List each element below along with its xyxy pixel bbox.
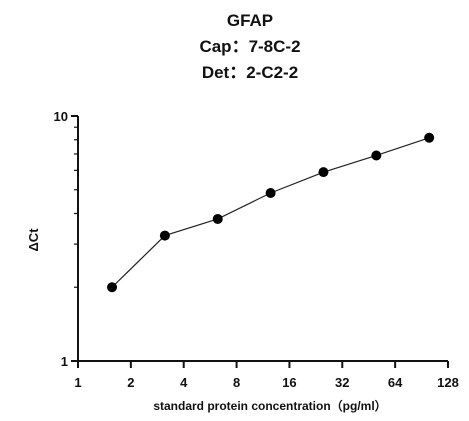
x-tick-label: 32	[335, 375, 349, 390]
chart-title-line-3: Det：2-C2-2	[202, 63, 298, 82]
data-point	[318, 167, 329, 178]
x-tick-label: 16	[282, 375, 296, 390]
chart-title-line-1: GFAP	[227, 11, 273, 30]
x-tick-label: 2	[127, 375, 134, 390]
data-point	[424, 132, 435, 143]
x-tick-label: 64	[388, 375, 403, 390]
series-line	[111, 137, 430, 288]
x-tick-label: 1	[74, 375, 81, 390]
y-tick-label: 1	[61, 354, 68, 369]
data-point	[107, 282, 118, 293]
chart-title-line-2: Cap：7-8C-2	[199, 37, 300, 56]
x-tick-label: 4	[180, 375, 188, 390]
x-axis-ticks: 1 2 4 8 16 32 64 128	[74, 361, 459, 390]
x-axis-label: standard protein concentration（pg/ml）	[153, 398, 386, 413]
chart-title: GFAP Cap：7-8C-2 Det：2-C2-2	[199, 11, 300, 82]
y-tick-label: 10	[54, 109, 68, 124]
series-group	[107, 132, 435, 293]
data-point	[212, 213, 223, 224]
y-axis-label: ΔCt	[26, 228, 41, 252]
data-point	[159, 230, 170, 241]
data-point	[371, 150, 382, 161]
y-axis-ticks: 1 10	[54, 109, 78, 369]
x-tick-label: 8	[233, 375, 240, 390]
data-point	[265, 187, 276, 198]
x-tick-label: 128	[437, 375, 459, 390]
